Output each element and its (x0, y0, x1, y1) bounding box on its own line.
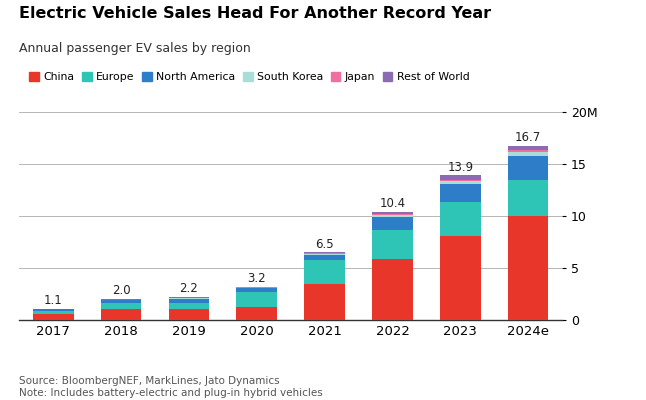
Bar (372, 259, 413, 320)
Bar (33, 314, 74, 320)
Bar (304, 254, 345, 260)
Bar (169, 302, 209, 309)
Text: 2.0: 2.0 (112, 284, 130, 297)
Bar (236, 307, 277, 320)
Bar (508, 180, 548, 216)
Text: Annual passenger EV sales by region: Annual passenger EV sales by region (19, 42, 251, 55)
Bar (372, 230, 413, 259)
Bar (236, 292, 277, 307)
Bar (169, 309, 209, 320)
Bar (236, 288, 277, 292)
Text: 10.4: 10.4 (379, 197, 406, 210)
Bar (101, 309, 141, 320)
Legend: China, Europe, North America, South Korea, Japan, Rest of World: China, Europe, North America, South Kore… (25, 68, 474, 86)
Bar (169, 298, 209, 299)
Bar (440, 202, 481, 236)
Bar (440, 181, 481, 184)
Bar (508, 146, 548, 150)
Bar (372, 216, 413, 230)
Bar (508, 152, 548, 156)
Bar (372, 215, 413, 216)
Bar (169, 297, 209, 298)
Text: 3.2: 3.2 (247, 272, 266, 285)
Text: 6.5: 6.5 (315, 238, 334, 250)
Bar (440, 184, 481, 202)
Bar (508, 156, 548, 180)
Bar (440, 236, 481, 320)
Text: Source: BloombergNEF, MarkLines, Jato Dynamics
Note: Includes battery-electric a: Source: BloombergNEF, MarkLines, Jato Dy… (19, 376, 323, 398)
Bar (33, 309, 74, 311)
Text: 16.7: 16.7 (515, 132, 541, 144)
Bar (440, 176, 481, 180)
Bar (372, 212, 413, 214)
Text: 1.1: 1.1 (44, 294, 63, 307)
Bar (304, 253, 345, 254)
Bar (304, 260, 345, 284)
Bar (101, 303, 141, 309)
Bar (304, 284, 345, 320)
Text: 13.9: 13.9 (447, 160, 474, 174)
Bar (440, 180, 481, 181)
Bar (169, 299, 209, 302)
Bar (508, 150, 548, 152)
Text: Electric Vehicle Sales Head For Another Record Year: Electric Vehicle Sales Head For Another … (19, 6, 492, 21)
Bar (101, 300, 141, 303)
Bar (372, 214, 413, 215)
Bar (304, 252, 345, 253)
Bar (33, 311, 74, 314)
Bar (508, 216, 548, 320)
Bar (236, 287, 277, 288)
Text: 2.2: 2.2 (180, 282, 198, 295)
